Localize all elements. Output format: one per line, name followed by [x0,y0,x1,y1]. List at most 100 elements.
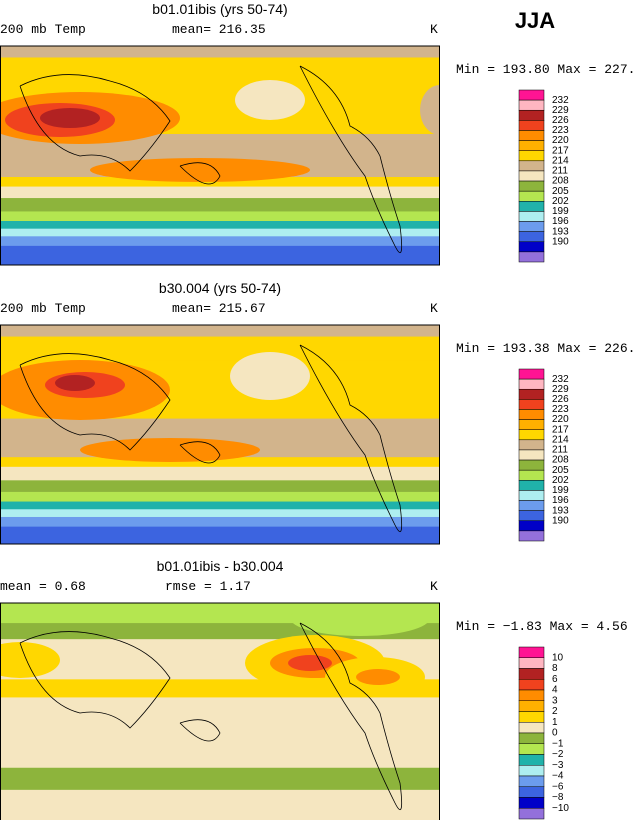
contour-band [0,325,440,338]
colorbar-box [518,469,545,481]
contour-blob [235,80,305,120]
colorbar-label: −4 [552,771,564,782]
colorbar-box [518,459,545,471]
colorbar-label: 202 [552,196,569,207]
contour-band [0,245,440,265]
colorbar-label: 208 [552,176,569,187]
map [0,602,440,820]
colorbar-label: 217 [552,145,569,156]
colorbar-label: 208 [552,455,569,466]
stat-label: mean= 215.67 [172,301,266,316]
panel-title: b30.004 (yrs 50-74) [159,280,281,296]
colorbar-label: 223 [552,125,569,136]
contour-band [0,501,440,510]
map-fill [0,46,440,265]
colorbar-label: 190 [552,515,569,526]
colorbar-label: 232 [552,374,569,385]
contour-blob [420,85,440,135]
colorbar-label: 193 [552,505,569,516]
colorbar-label: 190 [552,236,569,247]
units-label: K [430,301,438,316]
colorbar-label: 226 [552,115,569,126]
colorbar-box [518,732,545,744]
contour-band [0,221,440,230]
colorbar-box [518,439,545,451]
colorbar-label: 199 [552,206,569,217]
contour-band [0,186,440,199]
colorbar-label: 229 [552,384,569,395]
coastline [19,65,403,253]
colorbar-label: 4 [552,685,558,696]
colorbar-label: −8 [552,792,564,803]
contour-band [0,57,440,78]
colorbar-label: 10 [552,652,564,663]
map-frame [0,324,440,545]
map [0,324,440,545]
contour-band [0,526,440,544]
contour-band [0,480,440,493]
colorbar-box [518,130,545,141]
colorbar-label: −6 [552,781,564,792]
range-label: Min = 193.80 Max = 227.37 [456,62,634,77]
colorbar-box [518,251,545,263]
contour-blob [90,158,310,182]
colorbar-box [518,765,545,777]
colorbar-label: 199 [552,485,569,496]
contour-blob [230,352,310,400]
map-fill [0,603,440,820]
variable-label: 200 mb Temp [0,22,86,37]
colorbar-box [518,480,545,491]
colorbar-box [518,679,545,691]
panel-title: b01.01ibis (yrs 50-74) [152,1,287,17]
colorbar-label: −2 [552,749,564,760]
colorbar-box [518,775,545,787]
colorbar-box [518,808,545,820]
colorbar-label: −3 [552,760,564,771]
contour-blob [55,375,95,391]
range-label: Min = −1.83 Max = 4.56 [456,619,628,634]
colorbar-box [518,160,545,172]
contour-band [0,767,440,791]
colorbar-box [518,120,545,131]
contour-blob [0,642,60,678]
coastline [19,622,403,810]
colorbar-box [518,399,545,410]
colorbar-box [518,231,545,243]
colorbar-box [518,530,545,542]
colorbar-label: 2 [552,706,558,717]
contour-band [0,211,440,222]
stat-label: mean= 216.35 [172,22,266,37]
map-frame [0,45,440,266]
panel-title: b01.01ibis - b30.004 [157,558,284,574]
colorbar-label: 193 [552,226,569,237]
colorbar-box [518,409,545,420]
stat-label: rmse = 1.17 [165,579,251,594]
colorbar-box [518,754,545,766]
colorbar-label: 211 [552,445,568,456]
contour-band [0,509,440,518]
colorbar-box [518,180,545,192]
colorbar-label: 220 [552,414,569,425]
colorbar-box [518,743,545,755]
contour-band [0,236,440,247]
colorbar-label: 211 [552,166,568,177]
colorbar-box [518,109,545,121]
colorbar-box [518,520,545,532]
colorbar-box [518,89,545,101]
colorbar-label: 214 [552,155,569,166]
variable-label: 200 mb Temp [0,301,86,316]
colorbar-label: 229 [552,105,569,116]
colorbar-box [518,786,545,798]
colorbar-box [518,449,545,461]
colorbar-box [518,368,545,380]
colorbar-box [518,500,545,511]
contour-blob [80,438,260,462]
colorbar-box [518,711,545,723]
colorbar-label: 205 [552,465,569,476]
colorbar-box [518,150,545,162]
contour-blob [356,669,400,685]
units-label: K [430,22,438,37]
colorbar-label: 196 [552,216,569,227]
colorbar-label: 217 [552,424,569,435]
contour-band [0,457,440,468]
